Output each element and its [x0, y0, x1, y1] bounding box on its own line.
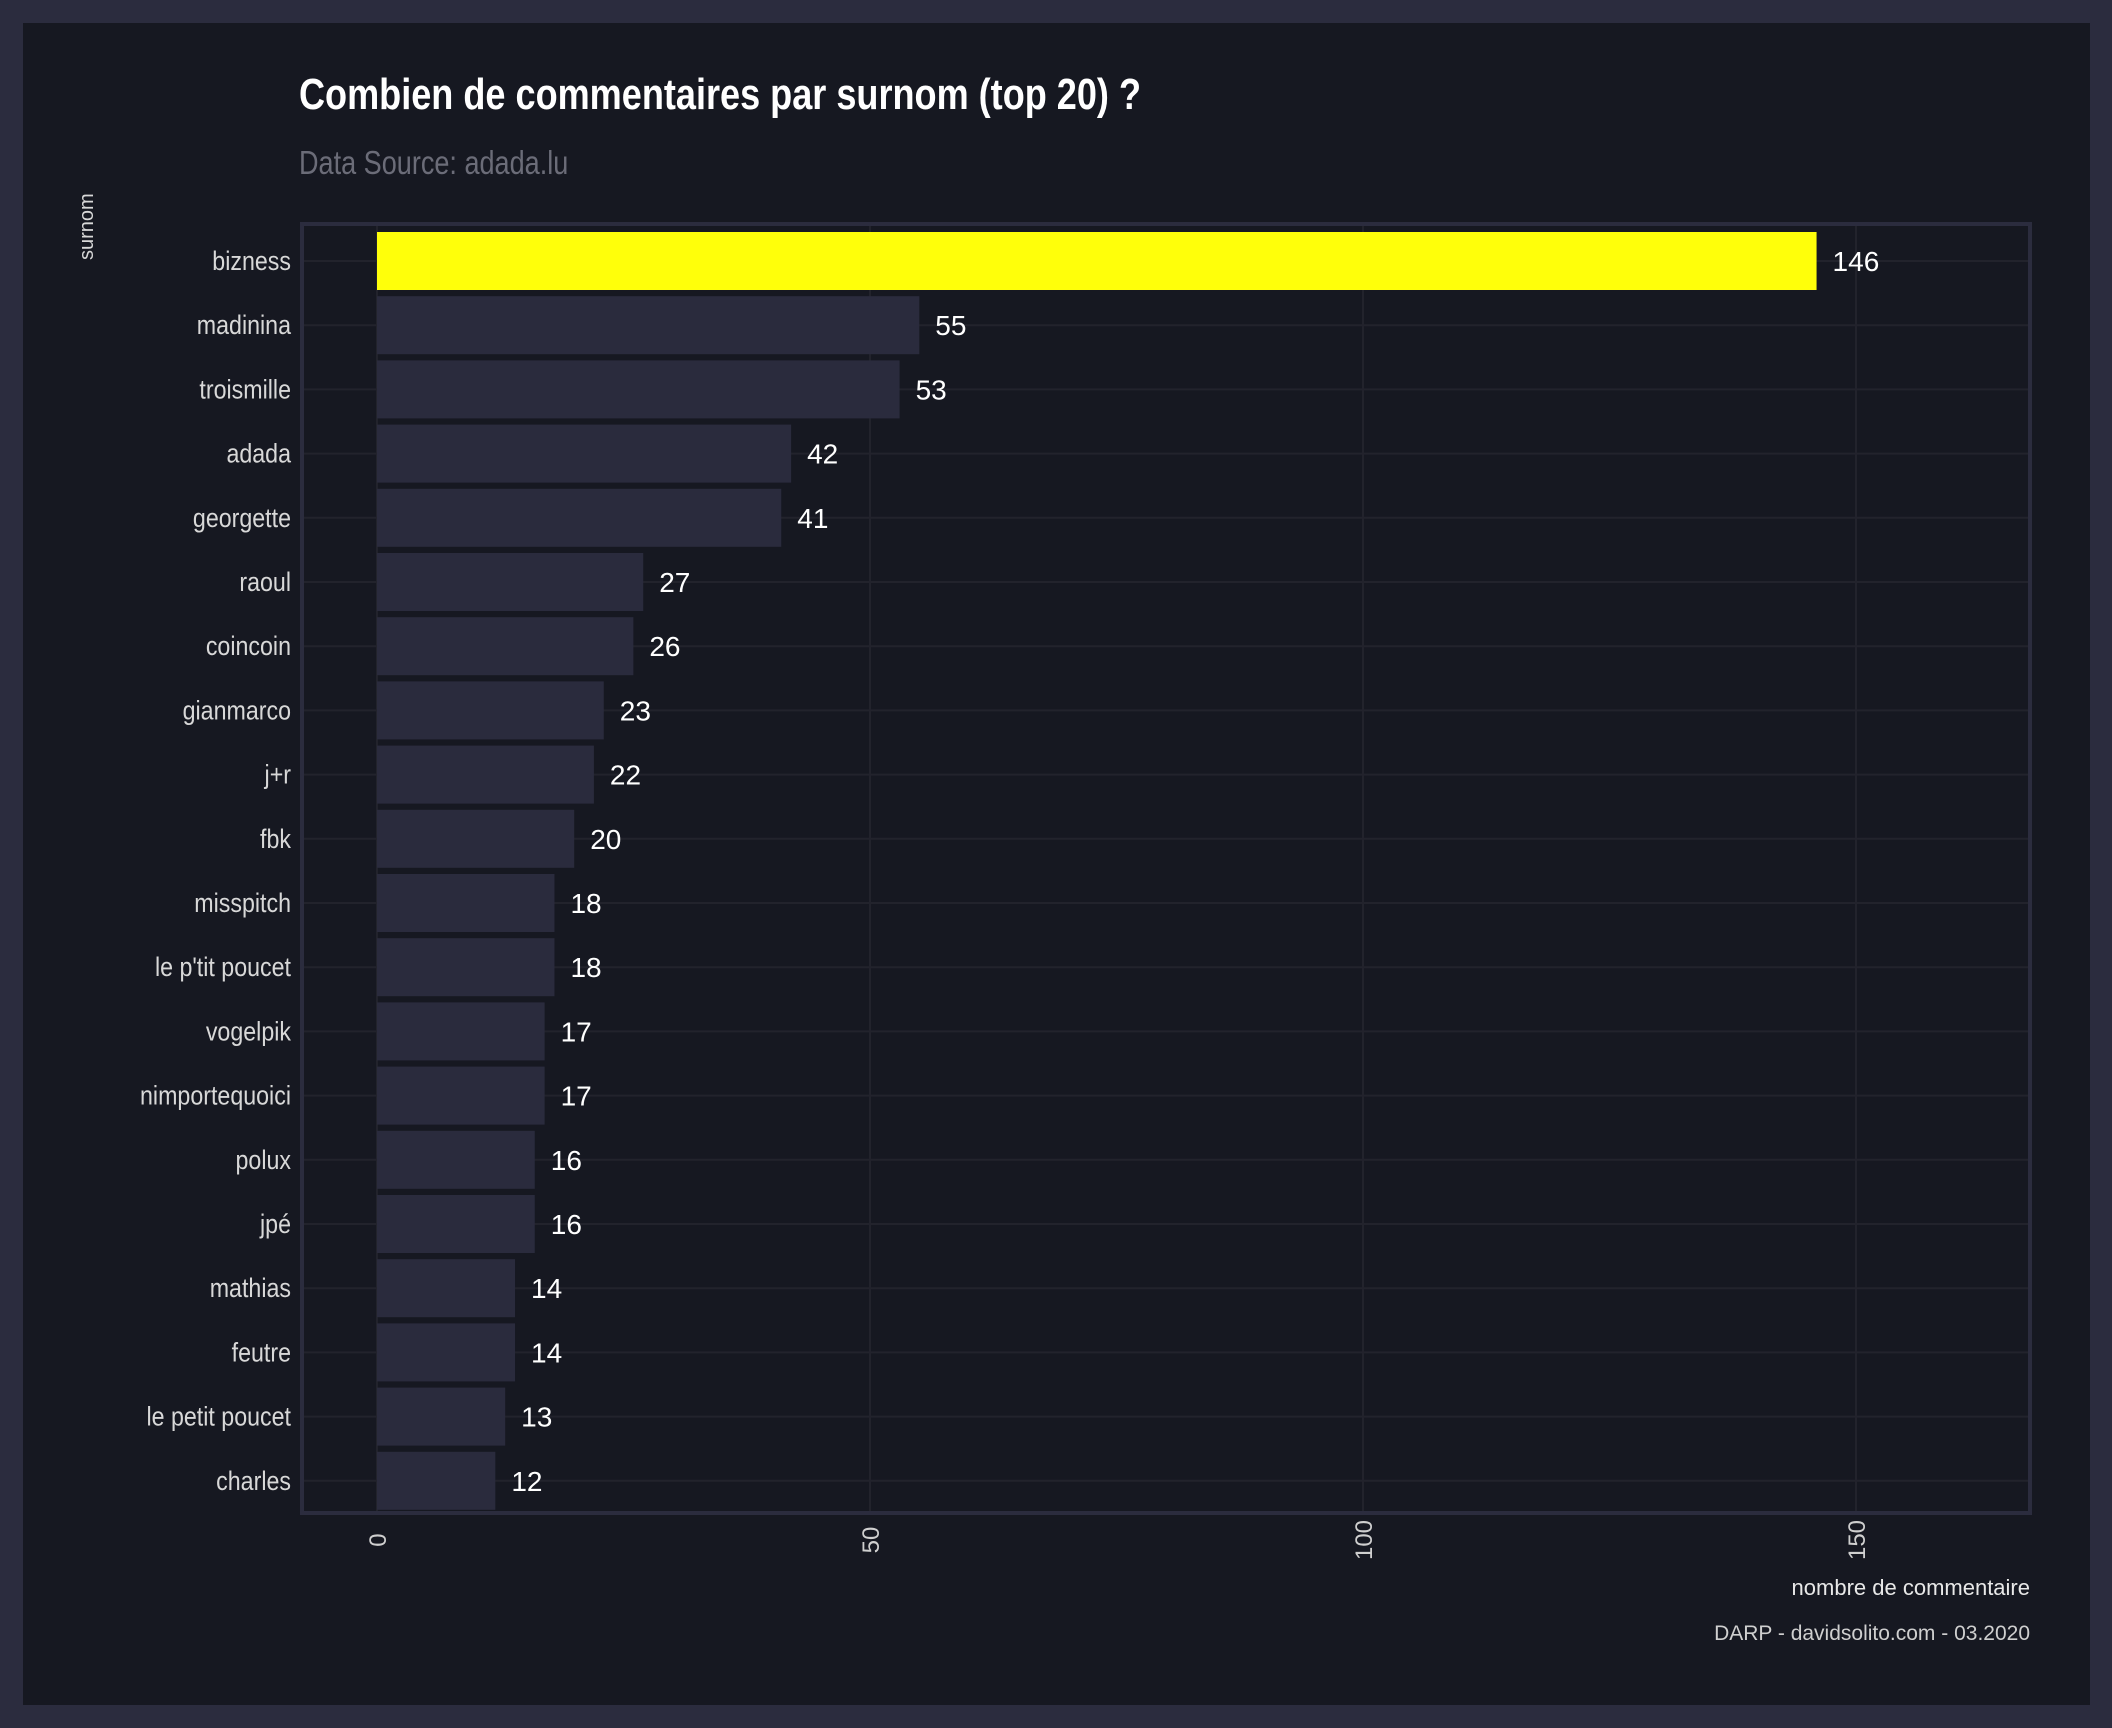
bar: [377, 1002, 545, 1061]
category-label: adada: [226, 439, 291, 469]
chart-background: [23, 23, 2090, 1705]
data-label: 18: [570, 952, 601, 983]
bar: [377, 874, 555, 932]
data-label: 146: [1833, 246, 1880, 277]
bar: [377, 1323, 516, 1382]
bar: [377, 1259, 516, 1318]
bar: [377, 1451, 496, 1510]
category-label: le p'tit poucet: [155, 953, 291, 983]
bar: [377, 745, 594, 804]
data-label: 14: [531, 1273, 562, 1304]
category-label: charles: [216, 1466, 291, 1496]
category-label: coincoin: [206, 632, 291, 662]
category-label: madinina: [197, 311, 291, 341]
bar: [377, 553, 644, 611]
data-label: 41: [797, 503, 828, 534]
plot-panel-border: [300, 222, 2032, 1515]
bar: [377, 232, 1817, 290]
category-label: nimportequoici: [140, 1081, 291, 1111]
data-label: 26: [649, 631, 680, 662]
data-label: 14: [531, 1337, 562, 1368]
bar: [377, 617, 634, 676]
data-label: 42: [807, 439, 838, 470]
bar: [377, 1066, 545, 1125]
data-label: 55: [935, 310, 966, 341]
category-label: polux: [235, 1145, 291, 1175]
data-label: 16: [551, 1145, 582, 1176]
bar: [377, 809, 575, 868]
category-label: troismille: [199, 375, 291, 405]
data-label: 13: [521, 1402, 552, 1433]
category-label: vogelpik: [206, 1017, 292, 1047]
chart-title: Combien de commentaires par surnom (top …: [299, 70, 1142, 119]
x-tick-label: 0: [365, 1533, 392, 1546]
data-label: 16: [551, 1209, 582, 1240]
data-label: 22: [610, 760, 641, 791]
data-label: 17: [561, 1081, 592, 1112]
data-label: 23: [620, 695, 651, 726]
category-label: georgette: [193, 503, 291, 533]
chart-caption: DARP - davidsolito.com - 03.2020: [1714, 1622, 2030, 1645]
x-tick-label: 150: [1844, 1520, 1871, 1560]
data-label: 53: [916, 374, 947, 405]
x-tick-label: 50: [858, 1527, 885, 1554]
category-label: le petit poucet: [146, 1402, 291, 1432]
bar: [377, 1195, 535, 1253]
category-label: mathias: [210, 1274, 291, 1304]
category-label: raoul: [239, 567, 291, 597]
data-label: 20: [590, 824, 621, 855]
bar: [377, 938, 555, 997]
bar: [377, 424, 792, 483]
category-label: fbk: [260, 824, 291, 854]
x-tick-label: 100: [1351, 1520, 1378, 1560]
data-label: 17: [561, 1016, 592, 1047]
category-label: misspitch: [194, 888, 291, 918]
category-label: feutre: [232, 1338, 291, 1368]
data-label: 12: [511, 1466, 542, 1497]
x-axis-label: nombre de commentaire: [1791, 1575, 2030, 1600]
data-label: 18: [570, 888, 601, 919]
category-label: gianmarco: [183, 696, 291, 726]
category-label: j+r: [264, 760, 291, 790]
bar: [377, 681, 604, 740]
bar: [377, 296, 920, 355]
category-label: jpé: [259, 1209, 291, 1239]
bar: [377, 1130, 535, 1189]
bar: [377, 360, 900, 419]
bar: [377, 488, 782, 547]
bar: [377, 1387, 506, 1446]
chart-subtitle: Data Source: adada.lu: [299, 144, 569, 181]
category-label: bizness: [212, 246, 291, 276]
data-label: 27: [659, 567, 690, 598]
